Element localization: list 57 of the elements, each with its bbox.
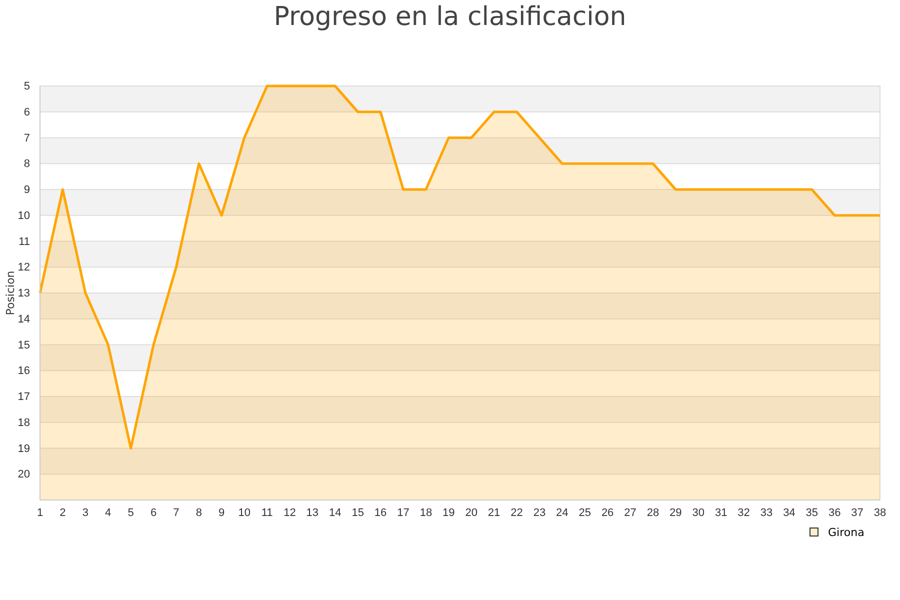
x-tick-label: 1 <box>36 506 44 519</box>
y-tick-label: 8 <box>24 158 30 170</box>
y-tick-label: 12 <box>18 262 30 274</box>
x-tick-label: 32 <box>738 506 750 519</box>
y-axis-title: Posicion <box>4 270 17 316</box>
y-tick-label: 7 <box>24 132 30 144</box>
y-tick-label: 13 <box>18 288 30 300</box>
x-tick-label: 18 <box>420 506 432 519</box>
y-tick-label: 10 <box>18 210 30 222</box>
y-tick-label: 9 <box>24 184 30 196</box>
x-tick-label: 33 <box>760 506 773 519</box>
x-tick-label: 9 <box>218 506 225 519</box>
x-tick-label: 30 <box>692 506 705 519</box>
x-tick-label: 38 <box>874 506 886 519</box>
y-tick-label: 11 <box>18 236 30 248</box>
y-tick-label: 5 <box>24 80 30 93</box>
x-tick-label: 23 <box>533 506 546 519</box>
x-tick-label: 5 <box>128 506 134 519</box>
x-tick-label: 29 <box>670 506 682 519</box>
x-tick-label: 35 <box>806 506 818 519</box>
y-tick-label: 19 <box>18 442 30 455</box>
x-tick-label: 8 <box>196 506 202 519</box>
x-tick-label: 13 <box>306 506 319 519</box>
x-tick-label: 34 <box>783 506 796 519</box>
x-tick-label: 37 <box>851 506 864 519</box>
x-tick-label: 25 <box>578 506 591 519</box>
x-tick-label: 2 <box>60 506 66 519</box>
chart-title: Progreso en la clasificacion <box>274 2 626 32</box>
x-tick-label: 20 <box>465 506 478 519</box>
x-tick-label: 16 <box>374 506 387 519</box>
x-tick-label: 17 <box>397 506 410 519</box>
x-tick-label: 36 <box>828 506 841 519</box>
y-tick-label: 18 <box>18 416 30 429</box>
x-tick-label: 26 <box>601 506 614 519</box>
y-tick-label: 20 <box>18 468 30 481</box>
y-tick-label: 6 <box>24 106 30 118</box>
x-tick-label: 22 <box>510 506 523 519</box>
x-tick-label: 11 <box>261 506 273 519</box>
y-tick-label: 14 <box>18 313 30 326</box>
x-tick-label: 31 <box>714 506 728 519</box>
x-tick-label: 19 <box>442 506 455 519</box>
x-tick-label: 3 <box>82 506 88 519</box>
x-tick-label: 15 <box>352 506 364 519</box>
x-tick-label: 21 <box>488 506 500 519</box>
x-tick-label: 10 <box>238 506 250 519</box>
y-tick-label: 17 <box>18 391 30 404</box>
x-tick-label: 12 <box>284 506 296 519</box>
x-tick-label: 4 <box>105 506 112 519</box>
x-tick-label: 14 <box>329 506 342 519</box>
x-tick-label: 28 <box>646 506 660 519</box>
x-tick-label: 7 <box>173 506 180 519</box>
y-tick-label: 15 <box>18 339 30 352</box>
legend-label: Girona <box>828 526 864 539</box>
x-tick-label: 24 <box>556 506 568 519</box>
x-tick-label: 27 <box>624 506 636 519</box>
y-tick-label: 16 <box>18 365 30 378</box>
x-tick-label: 6 <box>150 506 157 519</box>
